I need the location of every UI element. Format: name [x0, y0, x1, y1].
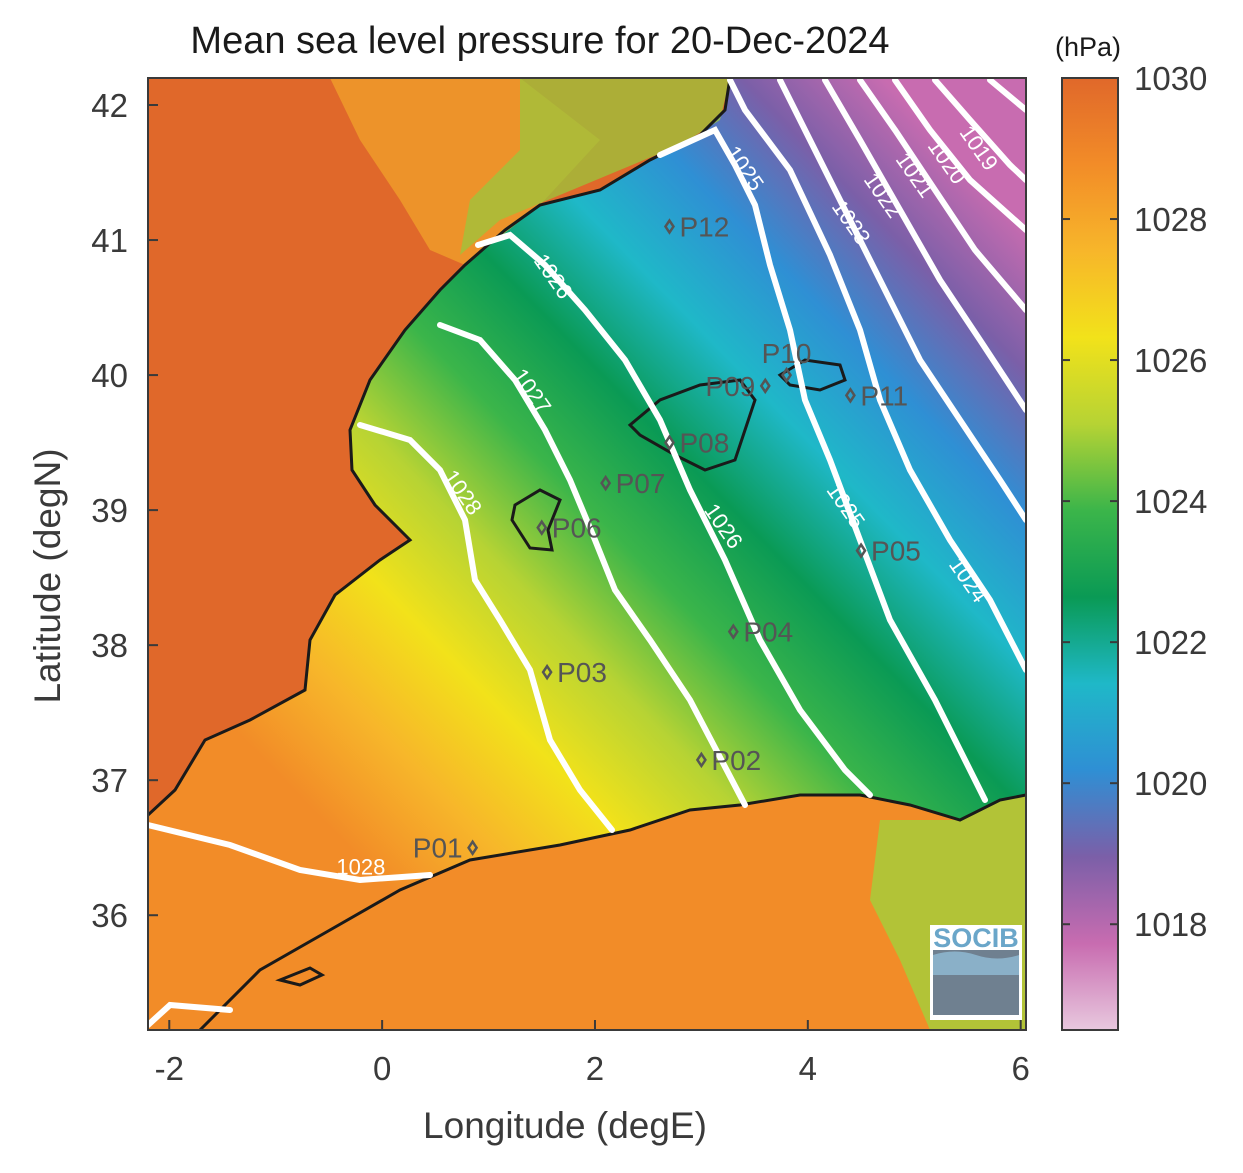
station-label: P04 [743, 617, 793, 648]
coastline-iberia [148, 78, 732, 817]
coastline-alboran [275, 966, 326, 987]
coastline-mallorca [627, 378, 757, 472]
y-axis-ticks: 42 41 40 39 38 37 36 [91, 87, 158, 934]
land-catalonia [460, 78, 730, 255]
station-marker [541, 663, 553, 681]
y-tick-label: 38 [91, 627, 128, 664]
isobar-1024 [727, 78, 1026, 673]
y-tick-label: 42 [91, 87, 128, 124]
station-marker [727, 623, 739, 640]
station-marker [663, 434, 675, 451]
station-marker [695, 751, 707, 769]
socib-logo: SOCIB [930, 923, 1022, 1020]
colorbar-scale [1061, 77, 1119, 1031]
colorbar-ticks: 1030 1028 1026 1024 1022 1020 1018 [1062, 60, 1207, 943]
coastline-africa [198, 793, 1026, 1030]
colorbar-tick-label: 1028 [1134, 201, 1207, 238]
y-tick-label: 37 [91, 762, 128, 799]
station-label: P08 [679, 428, 729, 459]
station-marker [844, 387, 856, 404]
y-tick-label: 39 [91, 492, 128, 529]
isobar-1028 [357, 422, 615, 833]
y-tick-label: 36 [91, 897, 128, 934]
y-tick-label: 40 [91, 357, 128, 394]
colorbar-tick-label: 1018 [1134, 906, 1207, 943]
map-title: Mean sea level pressure for 20-Dec-2024 [190, 20, 890, 62]
station-label: P09 [705, 371, 755, 402]
station-marker [759, 377, 771, 395]
isobar-1018 [987, 78, 1026, 113]
map-area: 1028102810271026102610251025102410231022… [148, 78, 1026, 1030]
station-marker [536, 519, 548, 536]
coastlines [148, 78, 1026, 1030]
land-iberia [148, 78, 730, 815]
x-axis-ticks: -2 0 2 4 6 [155, 1020, 1030, 1087]
logo-text: SOCIB [933, 923, 1019, 953]
x-tick-label: 0 [373, 1050, 391, 1087]
colorbar-tick-label: 1024 [1134, 483, 1207, 520]
station-marker [600, 474, 612, 492]
x-tick-label: 4 [799, 1050, 817, 1087]
isobar-1028-south [148, 822, 433, 884]
station-label: P07 [616, 468, 666, 499]
colorbar-tick-label: 1020 [1134, 765, 1207, 802]
station-label: P10 [762, 338, 812, 369]
station-label: P02 [711, 745, 761, 776]
x-tick-label: 6 [1011, 1050, 1029, 1087]
station-label: P03 [557, 657, 607, 688]
station-label: P01 [413, 833, 463, 864]
station-marker [467, 839, 479, 856]
isobar-1021 [857, 78, 1026, 313]
station-label: P05 [871, 536, 921, 567]
station-marker [781, 366, 793, 384]
isobar-1028-sw [148, 1001, 233, 1028]
isobar-1019 [932, 78, 1026, 183]
isobars [148, 78, 1026, 1028]
isobar-1026 [475, 231, 873, 798]
station-marker [855, 542, 867, 559]
map-frame [147, 77, 1027, 1031]
isobar-1027 [437, 322, 748, 808]
station-label: P06 [552, 513, 602, 544]
coastline-menorca [777, 358, 847, 392]
colorbar-tick-label: 1030 [1134, 60, 1207, 97]
colorbar-units: (hPa) [1055, 32, 1121, 62]
y-tick-label: 41 [91, 222, 128, 259]
station-label: P12 [679, 212, 729, 243]
station-marker [663, 218, 675, 235]
colorbar: (hPa) 1030 1028 1026 1024 1022 1020 1018 [1055, 32, 1207, 1031]
isobar-1022 [822, 78, 1026, 413]
land-africa [148, 795, 1026, 1030]
y-axis-label: Latitude (degN) [27, 448, 68, 703]
isobar-1020 [892, 78, 1026, 233]
x-tick-label: -2 [155, 1050, 184, 1087]
isobar-1023 [777, 78, 1026, 523]
isobar-1025 [657, 126, 988, 803]
isobar-label: 1028 [336, 855, 385, 880]
station-label: P11 [860, 380, 908, 411]
x-axis-label: Longitude (degE) [423, 1105, 707, 1146]
x-tick-label: 2 [586, 1050, 604, 1087]
coastline-ibiza [510, 488, 562, 552]
colorbar-tick-label: 1022 [1134, 624, 1207, 661]
colorbar-tick-label: 1026 [1134, 342, 1207, 379]
